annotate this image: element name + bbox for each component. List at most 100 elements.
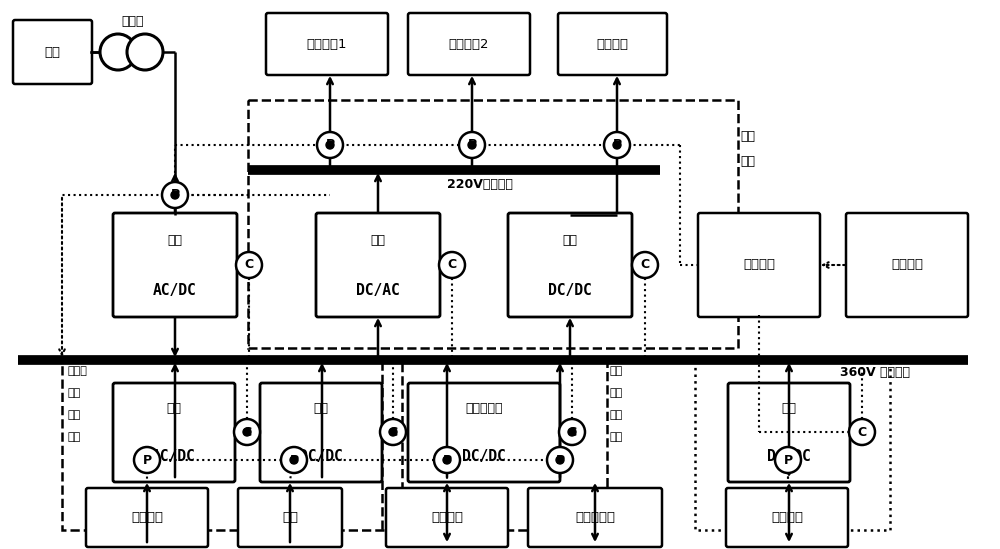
Text: 系统: 系统 [67, 410, 80, 420]
Circle shape [459, 132, 485, 158]
Text: 端口: 端口 [610, 432, 623, 442]
FancyBboxPatch shape [386, 488, 508, 547]
Bar [248, 100, 738, 348]
Text: 双向: 双向 [782, 402, 796, 415]
FancyBboxPatch shape [726, 488, 848, 547]
Text: 端口: 端口 [67, 432, 80, 442]
Text: P: P [467, 138, 477, 152]
FancyBboxPatch shape [508, 213, 632, 317]
Circle shape [234, 419, 260, 445]
Text: 360V 直流母线: 360V 直流母线 [840, 366, 910, 379]
Text: AC/DC: AC/DC [153, 283, 197, 298]
Text: 能源: 能源 [67, 388, 80, 398]
FancyBboxPatch shape [728, 383, 850, 482]
Text: 通信模块: 通信模块 [743, 259, 775, 272]
Text: P: P [612, 138, 622, 152]
Text: 单向: 单向 [562, 233, 578, 247]
Text: C: C [244, 259, 254, 272]
Text: C: C [567, 425, 577, 439]
Circle shape [243, 428, 251, 436]
Circle shape [162, 182, 188, 208]
Text: C: C [242, 425, 252, 439]
Circle shape [127, 34, 163, 70]
Circle shape [389, 428, 397, 436]
Text: 微型风机: 微型风机 [131, 511, 163, 524]
FancyBboxPatch shape [113, 383, 235, 482]
Circle shape [317, 132, 343, 158]
Text: 双向: 双向 [168, 233, 182, 247]
Text: P: P [325, 138, 335, 152]
Circle shape [236, 252, 262, 278]
Text: 双向三端口: 双向三端口 [465, 402, 503, 415]
Text: 混合: 混合 [610, 366, 623, 376]
Circle shape [849, 419, 875, 445]
Circle shape [559, 419, 585, 445]
Bar [62, 358, 402, 530]
Bar [382, 358, 607, 530]
Text: P: P [783, 453, 793, 467]
Text: 直流负载: 直流负载 [596, 37, 629, 51]
Text: 超级电容: 超级电容 [431, 511, 463, 524]
FancyBboxPatch shape [408, 13, 530, 75]
Bar [695, 358, 890, 530]
Text: 电动汽车: 电动汽车 [771, 511, 803, 524]
Text: P: P [289, 453, 299, 467]
FancyBboxPatch shape [266, 13, 388, 75]
Text: 单向: 单向 [166, 402, 182, 415]
FancyBboxPatch shape [698, 213, 820, 317]
FancyBboxPatch shape [408, 383, 560, 482]
FancyBboxPatch shape [238, 488, 342, 547]
FancyBboxPatch shape [260, 383, 382, 482]
Circle shape [775, 447, 801, 473]
Circle shape [632, 252, 658, 278]
Circle shape [100, 34, 136, 70]
Circle shape [613, 141, 621, 149]
Circle shape [326, 141, 334, 149]
Text: DC/DC: DC/DC [548, 283, 592, 298]
Circle shape [468, 141, 476, 149]
Circle shape [281, 447, 307, 473]
Circle shape [568, 428, 576, 436]
Text: 铅酸蓄电池: 铅酸蓄电池 [575, 511, 615, 524]
Text: 电网: 电网 [44, 46, 60, 59]
Text: DC/DC: DC/DC [462, 449, 506, 464]
Circle shape [380, 419, 406, 445]
FancyBboxPatch shape [558, 13, 667, 75]
Text: DC/DC: DC/DC [299, 449, 343, 464]
Text: 交流负载2: 交流负载2 [449, 37, 489, 51]
Text: 系统: 系统 [610, 410, 623, 420]
FancyBboxPatch shape [846, 213, 968, 317]
Text: 单向: 单向 [314, 402, 328, 415]
Text: 端口: 端口 [740, 155, 755, 168]
Text: C: C [857, 425, 867, 439]
Text: 220V交流母线: 220V交流母线 [447, 178, 513, 191]
Text: C: C [388, 425, 398, 439]
Text: 负载: 负载 [740, 130, 755, 143]
Text: P: P [170, 188, 180, 201]
Circle shape [439, 252, 465, 278]
Text: P: P [555, 453, 565, 467]
Text: 可再生: 可再生 [67, 366, 87, 376]
Circle shape [604, 132, 630, 158]
FancyBboxPatch shape [316, 213, 440, 317]
Text: 单向: 单向 [370, 233, 386, 247]
Text: 控制模块: 控制模块 [891, 259, 923, 272]
Circle shape [290, 456, 298, 464]
Circle shape [556, 456, 564, 464]
FancyBboxPatch shape [86, 488, 208, 547]
Text: AC/DC: AC/DC [152, 449, 196, 464]
Text: P: P [442, 453, 452, 467]
Text: P: P [142, 453, 152, 467]
Text: 变压器: 变压器 [122, 15, 144, 28]
Circle shape [434, 447, 460, 473]
Circle shape [134, 447, 160, 473]
Text: C: C [640, 259, 650, 272]
FancyBboxPatch shape [113, 213, 237, 317]
Circle shape [171, 191, 179, 199]
FancyBboxPatch shape [528, 488, 662, 547]
Text: 交流负载1: 交流负载1 [307, 37, 347, 51]
Text: DC/AC: DC/AC [356, 283, 400, 298]
Circle shape [547, 447, 573, 473]
Text: 光伏: 光伏 [282, 511, 298, 524]
FancyBboxPatch shape [13, 20, 92, 84]
